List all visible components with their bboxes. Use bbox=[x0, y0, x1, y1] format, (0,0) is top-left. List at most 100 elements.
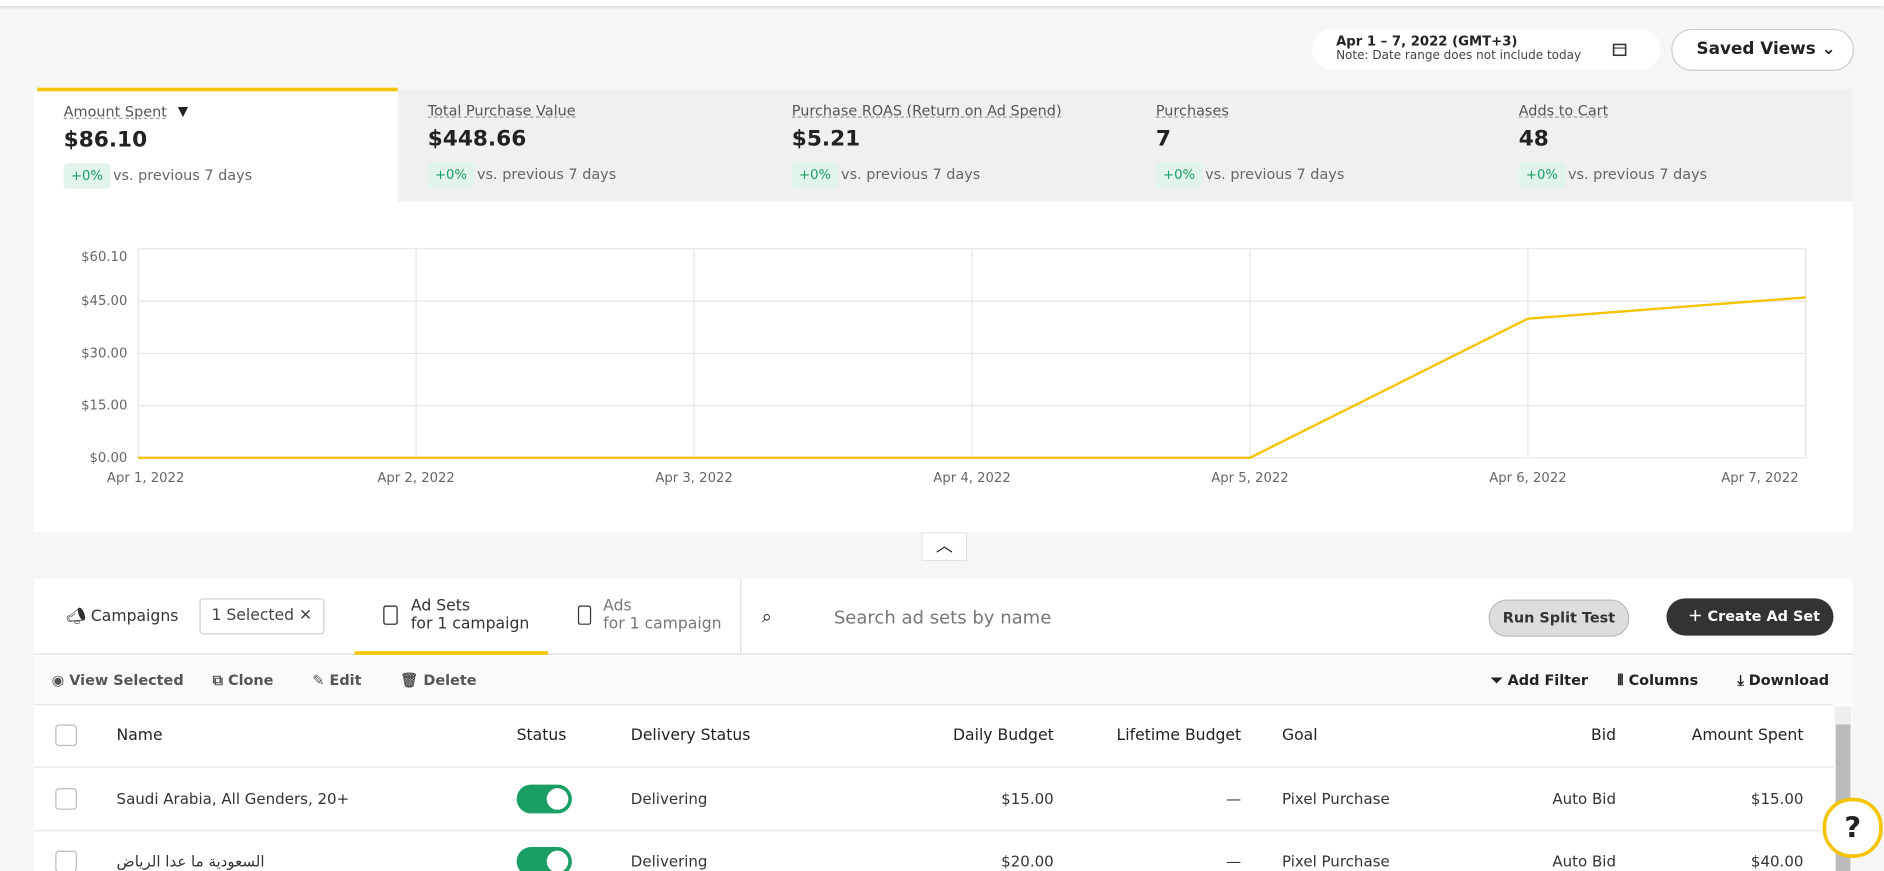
date-note: Note: Date range does not include today bbox=[1336, 49, 1582, 63]
tab-separator bbox=[740, 579, 742, 654]
tabs-divider bbox=[33, 653, 1853, 655]
ad-sets-sub: for 1 campaign bbox=[410, 615, 530, 634]
metric-change: +0% bbox=[63, 163, 111, 189]
ads-sub: for 1 campaign bbox=[603, 615, 722, 634]
amount-spent: $15.00 bbox=[1750, 789, 1804, 808]
saved-views-button[interactable]: Saved Views ⌄ bbox=[1671, 28, 1854, 71]
split-test-button[interactable]: Run Split Test bbox=[1488, 599, 1630, 637]
row-checkbox[interactable] bbox=[55, 850, 77, 871]
status-toggle[interactable] bbox=[516, 847, 572, 871]
column-header[interactable]: Name bbox=[116, 726, 163, 745]
metric-label[interactable]: Purchase ROAS (Return on Ad Spend) bbox=[791, 102, 1062, 119]
delivery-status: Delivering bbox=[630, 851, 708, 870]
column-header[interactable]: Status bbox=[516, 726, 567, 745]
selected-chip[interactable]: 1 Selected ✕ bbox=[199, 598, 325, 635]
saved-views-label: Saved Views bbox=[1696, 39, 1816, 59]
metric-comparison: vs. previous 7 days bbox=[1567, 165, 1708, 183]
ad-set-name[interactable]: السعودية ما عدا الرياض bbox=[116, 851, 265, 870]
metric-change: +0% bbox=[427, 162, 475, 188]
metric-label[interactable]: Total Purchase Value bbox=[427, 102, 576, 119]
column-header[interactable]: Lifetime Budget bbox=[1116, 726, 1242, 745]
date-range-picker[interactable]: Apr 1 – 7, 2022 (GMT+3) Note: Date range… bbox=[1312, 28, 1661, 70]
metric-comparison: vs. previous 7 days bbox=[476, 165, 617, 183]
x-tick-label: Apr 2, 2022 bbox=[377, 471, 454, 486]
select-all-checkbox[interactable] bbox=[55, 724, 77, 747]
search-icon: ⌕ bbox=[761, 605, 772, 628]
collapse-button[interactable]: ︿ bbox=[921, 532, 968, 562]
action-label: Edit bbox=[329, 671, 362, 689]
action-label: Clone bbox=[227, 671, 274, 689]
tool-label: Add Filter bbox=[1507, 671, 1588, 689]
column-header[interactable]: Amount Spent bbox=[1691, 726, 1804, 745]
metric-strip bbox=[397, 88, 1853, 202]
row-divider bbox=[33, 830, 1834, 832]
ad-set-name[interactable]: Saudi Arabia, All Genders, 20+ bbox=[116, 789, 350, 808]
y-tick-label: $15.00 bbox=[81, 399, 127, 414]
ad-sets-tab[interactable]: Ad Sets for 1 campaign bbox=[411, 597, 529, 633]
search-input[interactable]: Search ad sets by name bbox=[833, 606, 1052, 629]
selected-metric-indicator bbox=[37, 87, 398, 92]
action-label: View Selected bbox=[69, 671, 184, 689]
x-tick-label: Apr 5, 2022 bbox=[1211, 471, 1288, 486]
ad-sets-icon bbox=[383, 605, 398, 625]
column-header[interactable]: Goal bbox=[1282, 726, 1318, 745]
selected-label: 1 Selected bbox=[211, 606, 295, 625]
ads-label: Ads bbox=[603, 597, 632, 616]
column-header[interactable]: Bid bbox=[1591, 726, 1617, 745]
x-tick-label: Apr 4, 2022 bbox=[933, 471, 1010, 486]
metric-change: +0% bbox=[1155, 162, 1203, 188]
row-divider bbox=[33, 766, 1834, 768]
metric-value: 48 bbox=[1518, 126, 1549, 152]
delete[interactable]: 🗑︎ Delete bbox=[400, 671, 477, 689]
ads-icon bbox=[577, 605, 592, 625]
metric-change: +0% bbox=[1518, 162, 1566, 188]
x-tick-label: Apr 3, 2022 bbox=[655, 471, 732, 486]
metric-value: $448.66 bbox=[427, 126, 527, 152]
action-label: Delete bbox=[423, 671, 477, 689]
dropdown-arrow[interactable]: ▼ bbox=[177, 103, 188, 119]
daily-budget: $15.00 bbox=[1001, 789, 1054, 808]
download[interactable]: ⤓ Download bbox=[1737, 671, 1830, 689]
add-filter[interactable]: ⏷ Add Filter bbox=[1491, 671, 1588, 689]
top-bar bbox=[0, 0, 1884, 7]
date-range: Apr 1 – 7, 2022 (GMT+3) bbox=[1336, 33, 1518, 50]
metric-comparison: vs. previous 7 days bbox=[112, 167, 253, 184]
help-button[interactable]: ? bbox=[1822, 797, 1883, 858]
metric-comparison: vs. previous 7 days bbox=[1205, 165, 1345, 183]
line-series bbox=[138, 296, 1806, 459]
calendar-icon bbox=[1612, 43, 1627, 57]
row-checkbox[interactable] bbox=[55, 788, 77, 810]
lifetime-budget: — bbox=[1226, 851, 1242, 870]
x-tick-label: Apr 1, 2022 bbox=[107, 471, 184, 486]
campaigns-tab[interactable]: 📣︎ Campaigns bbox=[66, 607, 179, 626]
columns[interactable]: ⦀ Columns bbox=[1617, 671, 1699, 689]
create-ad-set-button[interactable]: ＋ Create Ad Set bbox=[1666, 598, 1834, 636]
status-toggle[interactable] bbox=[516, 784, 572, 814]
column-header[interactable]: Delivery Status bbox=[630, 726, 751, 745]
column-header[interactable]: Daily Budget bbox=[953, 726, 1054, 745]
edit[interactable]: ✎ Edit bbox=[312, 671, 362, 689]
create-label: Create Ad Set bbox=[1707, 607, 1821, 625]
goal: Pixel Purchase bbox=[1282, 789, 1390, 808]
metric-label[interactable]: Purchases bbox=[1155, 102, 1229, 119]
bid: Auto Bid bbox=[1552, 789, 1617, 808]
tool-label: Download bbox=[1748, 671, 1830, 689]
ad-sets-label: Ad Sets bbox=[410, 597, 470, 616]
view-selected[interactable]: ◉ View Selected bbox=[51, 671, 184, 689]
clone[interactable]: ⧉ Clone bbox=[212, 671, 274, 689]
amount-spent: $40.00 bbox=[1750, 851, 1804, 870]
campaigns-label: Campaigns bbox=[90, 607, 179, 626]
x-tick-label: Apr 7, 2022 bbox=[1721, 471, 1798, 486]
metric-change: +0% bbox=[791, 162, 839, 188]
metric-label[interactable]: Amount Spent bbox=[63, 103, 167, 121]
metric-value: $5.21 bbox=[791, 126, 861, 152]
lifetime-budget: — bbox=[1226, 789, 1242, 808]
metric-label[interactable]: Adds to Cart bbox=[1518, 102, 1609, 119]
row-divider bbox=[33, 704, 1834, 706]
tool-label: Columns bbox=[1628, 671, 1699, 689]
ads-tab[interactable]: Ads for 1 campaign bbox=[603, 597, 721, 633]
delivery-status: Delivering bbox=[630, 789, 708, 808]
y-tick-label: $0.00 bbox=[90, 451, 128, 466]
bid: Auto Bid bbox=[1552, 851, 1617, 870]
